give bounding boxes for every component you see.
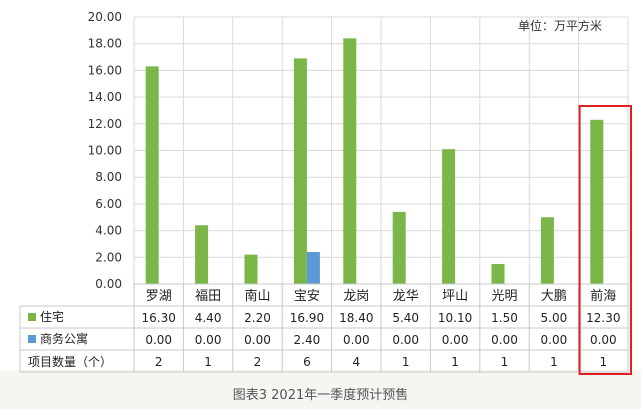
y-tick-label: 4.00 — [95, 224, 122, 238]
category-label: 罗湖 — [146, 289, 172, 304]
data-label: 0.00 — [590, 333, 617, 347]
data-label: 5.00 — [541, 311, 568, 325]
legend-label: 住宅 — [40, 309, 64, 324]
figure-caption: 图表3 2021年一季度预计预售 — [232, 388, 409, 403]
data-label: 0.00 — [244, 333, 271, 347]
y-tick-label: 20.00 — [88, 10, 122, 24]
bar-residential — [392, 211, 406, 284]
y-tick-label: 0.00 — [95, 277, 122, 291]
bar-residential — [540, 217, 554, 284]
y-tick-label: 16.00 — [88, 63, 122, 77]
bar-residential — [590, 119, 604, 284]
data-label: 16.30 — [142, 311, 176, 325]
project-count-value: 1 — [599, 355, 607, 369]
data-label: 10.10 — [438, 311, 472, 325]
project-count-value: 2 — [254, 355, 262, 369]
data-label: 0.00 — [491, 333, 518, 347]
bar-residential — [244, 254, 258, 284]
bar-residential — [145, 66, 159, 285]
y-tick-label: 12.00 — [88, 117, 122, 131]
category-label: 龙岗 — [343, 289, 369, 304]
data-label: 18.40 — [339, 311, 373, 325]
data-label: 4.40 — [195, 311, 222, 325]
legend-label: 商务公寓 — [40, 331, 88, 346]
legend-key — [28, 335, 36, 343]
category-label: 前海 — [590, 288, 616, 304]
bar-residential — [343, 38, 357, 284]
y-tick-label: 8.00 — [95, 170, 122, 184]
data-label: 0.00 — [392, 333, 419, 347]
project-count-value: 1 — [402, 355, 410, 369]
y-tick-label: 2.00 — [95, 250, 122, 264]
data-label: 12.30 — [586, 311, 620, 325]
category-label: 坪山 — [442, 289, 468, 304]
bar-residential — [195, 225, 209, 284]
category-label: 龙华 — [393, 289, 419, 304]
y-tick-label: 6.00 — [95, 197, 122, 211]
data-label: 0.00 — [541, 333, 568, 347]
legend-key — [28, 313, 36, 321]
y-tick-label: 14.00 — [88, 90, 122, 104]
highlight-box — [578, 105, 632, 375]
bar-residential — [293, 58, 307, 285]
chart-background — [0, 0, 641, 370]
project-count-value: 1 — [550, 355, 558, 369]
project-count-value: 1 — [451, 355, 459, 369]
project-count-value: 4 — [352, 355, 360, 369]
y-tick-label: 18.00 — [88, 37, 122, 51]
data-label: 16.90 — [290, 311, 324, 325]
bar-residential — [491, 263, 505, 284]
data-label: 0.00 — [195, 333, 222, 347]
category-label: 福田 — [195, 289, 221, 304]
bar-apartment — [306, 251, 320, 284]
category-label: 南山 — [244, 288, 270, 304]
project-count-value: 6 — [303, 355, 311, 369]
project-count-value: 1 — [204, 355, 212, 369]
data-label: 0.00 — [442, 333, 469, 347]
category-label: 宝安 — [294, 289, 320, 304]
project-count-value: 1 — [501, 355, 509, 369]
category-label: 大鹏 — [541, 289, 567, 304]
data-label: 2.40 — [294, 333, 321, 347]
data-label: 2.20 — [244, 311, 271, 325]
category-label: 光明 — [491, 289, 517, 304]
data-label: 1.50 — [491, 311, 518, 325]
data-label: 5.40 — [392, 311, 419, 325]
data-label: 0.00 — [343, 333, 370, 347]
project-count-value: 2 — [155, 355, 163, 369]
project-count-label: 项目数量（个） — [28, 354, 112, 369]
data-label: 0.00 — [145, 333, 172, 347]
y-tick-label: 10.00 — [88, 144, 122, 158]
unit-label: 单位：万平方米 — [518, 18, 602, 33]
bar-residential — [442, 149, 456, 284]
